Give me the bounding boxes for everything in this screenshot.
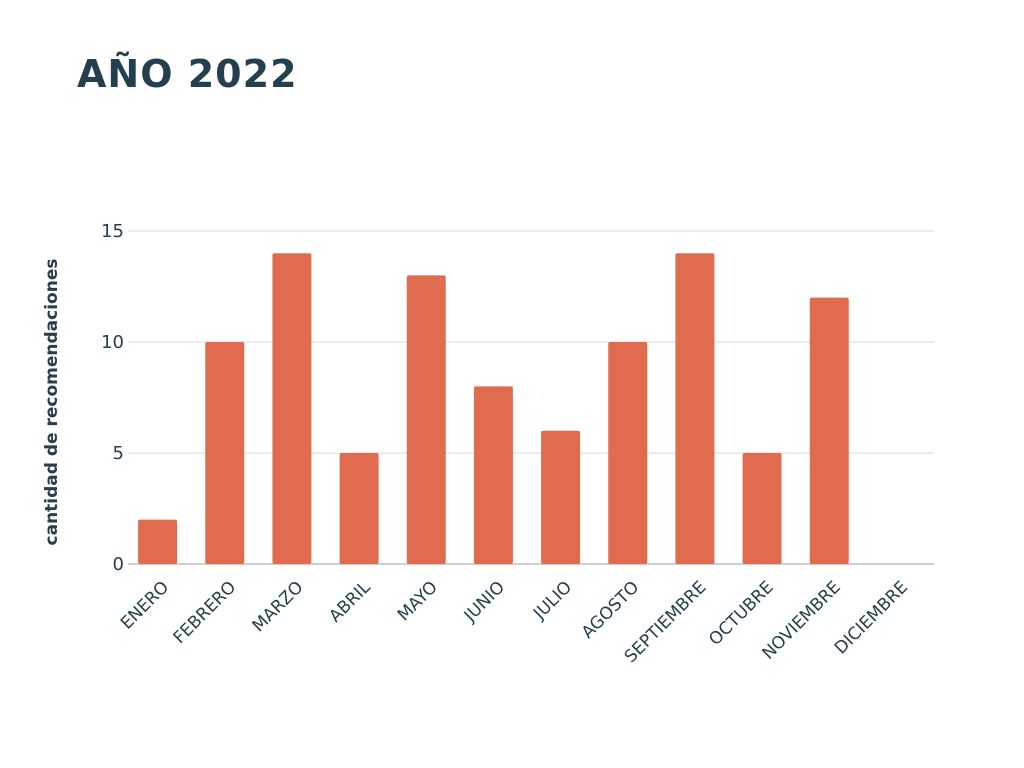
y-axis-ticks: 0 5 10 15	[101, 221, 124, 575]
grid-lines	[128, 230, 934, 565]
x-tick-label-marzo: MARZO	[249, 577, 308, 636]
bar-enero	[138, 519, 178, 564]
y-tick-label: 5	[113, 443, 124, 464]
x-tick-label-octubre: OCTUBRE	[705, 577, 777, 649]
y-tick-label: 15	[101, 221, 124, 242]
y-axis-title: cantidad de recomendaciones	[42, 259, 62, 546]
y-tick-label: 10	[101, 332, 124, 353]
bar-noviembre	[809, 297, 849, 564]
bar-septiembre	[675, 253, 715, 564]
bar-octubre	[742, 453, 782, 564]
x-tick-label-agosto: AGOSTO	[578, 577, 643, 642]
bar-febrero	[205, 342, 245, 564]
bar-julio	[541, 430, 581, 564]
x-tick-label-febrero: FEBRERO	[170, 577, 241, 648]
bar-marzo	[272, 253, 312, 564]
bars	[138, 253, 849, 564]
bar-junio	[473, 386, 513, 564]
bar-agosto	[608, 342, 648, 564]
x-tick-label-diciembre: DICIEMBRE	[831, 577, 912, 658]
x-tick-label-mayo: MAYO	[394, 577, 442, 625]
x-tick-label-julio: JULIO	[529, 577, 576, 624]
x-tick-label-enero: ENERO	[117, 577, 173, 633]
x-tick-label-abril: ABRIL	[325, 577, 375, 627]
bar-abril	[339, 453, 379, 564]
y-tick-label: 0	[113, 554, 124, 575]
bar-mayo	[406, 275, 446, 564]
chart-title: AÑO 2022	[77, 52, 298, 96]
x-tick-label-junio: JUNIO	[460, 577, 509, 626]
